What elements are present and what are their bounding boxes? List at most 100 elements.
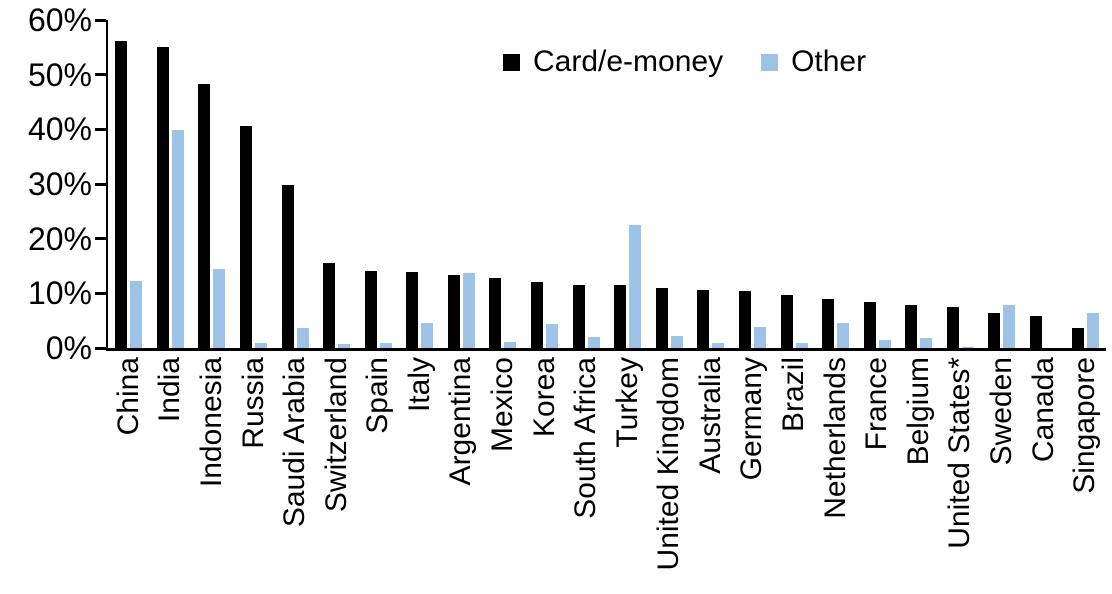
x-axis-label: Germany xyxy=(735,357,769,481)
bar-card-emoney xyxy=(156,47,169,348)
x-axis-label-cell: Italy xyxy=(399,357,441,594)
bar-group xyxy=(399,20,441,348)
x-axis-label-cell: Australia xyxy=(690,357,732,594)
y-axis-tick-label: 10% xyxy=(27,275,92,312)
bar-other xyxy=(961,346,974,348)
x-axis-label-cell: Germany xyxy=(732,357,774,594)
bar-other xyxy=(171,130,184,348)
y-axis-tick-label: 30% xyxy=(27,166,92,202)
bar-card-emoney xyxy=(489,278,502,348)
bar-card-emoney xyxy=(946,306,959,348)
bar-card-emoney xyxy=(738,291,751,348)
bar-group xyxy=(898,20,940,348)
x-axis-label: Mexico xyxy=(485,357,519,453)
x-axis-label: China xyxy=(111,357,145,436)
bars-container xyxy=(108,20,1106,348)
bar-card-emoney xyxy=(323,263,336,348)
bar-card-emoney xyxy=(905,304,918,348)
y-axis-tick xyxy=(95,237,106,241)
bar-group xyxy=(150,20,192,348)
x-axis-label-cell: Korea xyxy=(524,357,566,594)
bar-card-emoney xyxy=(572,284,585,348)
legend-label-other: Other xyxy=(791,45,867,78)
x-axis-label-cell: India xyxy=(150,357,192,594)
x-axis-label-cell: China xyxy=(108,357,150,594)
y-axis-tick xyxy=(95,182,106,186)
x-axis-label-cell: Singapore xyxy=(1064,357,1106,594)
x-axis-label-cell: France xyxy=(856,357,898,594)
bar-other xyxy=(1003,304,1016,348)
x-axis-label: Netherlands xyxy=(818,357,852,519)
x-axis-label: South Africa xyxy=(569,357,603,519)
x-axis-labels: China India Indonesia Russia Saudi Arabia Swi… xyxy=(108,357,1106,594)
x-axis-label-cell: South Africa xyxy=(565,357,607,594)
x-axis-label: Belgium xyxy=(901,357,935,466)
bar-other xyxy=(213,269,226,348)
legend-swatch-other xyxy=(761,53,779,71)
x-axis-label: France xyxy=(860,357,894,451)
x-axis-label-cell: United Kingdom xyxy=(649,357,691,594)
x-axis-label: India xyxy=(153,357,187,423)
x-axis-label: Russia xyxy=(236,357,270,449)
x-axis-label-cell: Mexico xyxy=(482,357,524,594)
bar-other xyxy=(920,337,933,348)
bar-card-emoney xyxy=(1030,316,1042,348)
bar-group xyxy=(732,20,774,348)
x-axis-label: Brazil xyxy=(777,357,811,433)
y-axis-tick xyxy=(95,73,106,77)
bar-card-emoney xyxy=(115,40,128,348)
bar-other xyxy=(130,280,143,348)
bar-other xyxy=(629,225,642,348)
legend-label-card-emoney: Card/e-money xyxy=(533,45,724,78)
bar-card-emoney xyxy=(697,289,710,348)
bar-other xyxy=(712,343,725,348)
bar-group xyxy=(233,20,275,348)
bar-group xyxy=(482,20,524,348)
bar-group xyxy=(649,20,691,348)
bar-card-emoney xyxy=(863,301,876,348)
x-axis-label: Sweden xyxy=(984,357,1018,466)
bar-card-emoney xyxy=(655,288,668,348)
x-axis-label-cell: United States* xyxy=(940,357,982,594)
bar-card-emoney xyxy=(281,184,294,348)
bar-other xyxy=(462,273,475,348)
bar-group xyxy=(981,20,1023,348)
x-axis-label-cell: Netherlands xyxy=(815,357,857,594)
bar-group xyxy=(565,20,607,348)
y-axis-tick-label: 0% xyxy=(45,330,92,366)
bar-card-emoney xyxy=(198,84,211,348)
x-axis-label: Saudi Arabia xyxy=(278,357,312,528)
bar-group xyxy=(524,20,566,348)
legend-swatch-card-emoney xyxy=(503,53,520,71)
x-axis-label: Korea xyxy=(527,357,561,438)
bar-card-emoney xyxy=(988,313,1001,348)
x-axis-label: Canada xyxy=(1026,357,1060,463)
bar-group xyxy=(316,20,358,348)
x-axis-label: United States* xyxy=(943,357,977,549)
bar-other xyxy=(1086,313,1099,348)
y-axis-tick-label: 40% xyxy=(27,111,92,148)
y-axis-tick xyxy=(95,291,106,295)
y-axis-tick-label: 50% xyxy=(27,56,92,93)
bar-group xyxy=(856,20,898,348)
y-axis-tick-label: 60% xyxy=(27,2,92,38)
x-axis-label-cell: Sweden xyxy=(981,357,1023,594)
bar-card-emoney xyxy=(822,298,835,348)
bar-group xyxy=(690,20,732,348)
x-axis-label-cell: Belgium xyxy=(898,357,940,594)
bar-group xyxy=(357,20,399,348)
bar-group xyxy=(108,20,150,348)
bar-group xyxy=(607,20,649,348)
x-axis-label: Spain xyxy=(361,357,395,434)
plot-area xyxy=(95,18,1106,351)
x-axis-label-cell: Spain xyxy=(357,357,399,594)
bar-other xyxy=(795,342,808,348)
x-axis-label-cell: Switzerland xyxy=(316,357,358,594)
x-axis-label: Indonesia xyxy=(194,357,228,488)
bar-card-emoney xyxy=(364,270,377,348)
y-axis-tick xyxy=(95,127,106,131)
x-axis-label-cell: Turkey xyxy=(607,357,649,594)
chart-legend: Card/e-money Other xyxy=(503,45,866,79)
x-axis-label-cell: Argentina xyxy=(441,357,483,594)
